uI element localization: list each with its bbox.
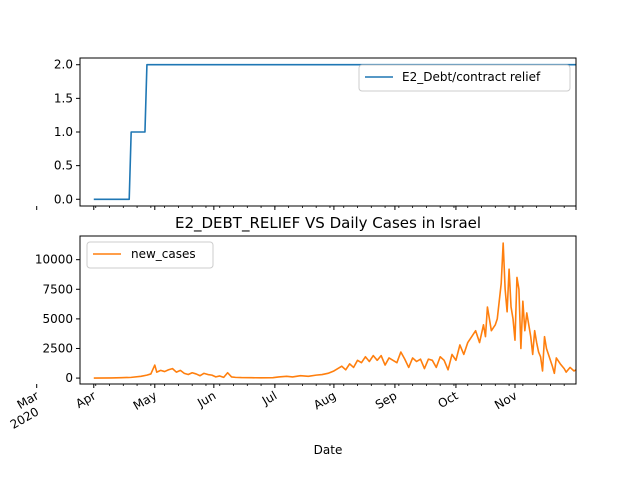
top-y-tick-label: 1.5	[54, 91, 73, 105]
bottom-legend: new_cases	[86, 241, 214, 269]
bottom-y-tick-label: 0	[65, 371, 73, 385]
x-tick-label: Jul	[259, 388, 279, 408]
top-y-ticks: 0.0 0.5 1.0 1.5 2.0	[54, 58, 80, 206]
top-legend-box	[358, 64, 571, 92]
top-legend-label: E2_Debt/contract relief	[402, 70, 541, 84]
top-y-tick-label: 0.0	[54, 192, 73, 206]
bottom-legend-label: new_cases	[131, 247, 196, 261]
x-axis-label: Date	[314, 443, 343, 457]
bottom-y-tick-label: 2500	[42, 341, 73, 355]
top-y-tick-label: 2.0	[54, 58, 73, 72]
bottom-y-ticks: 0 2500 5000 7500 10000	[35, 253, 80, 385]
top-x-minor-ticks	[36, 206, 577, 210]
bottom-y-tick-label: 7500	[42, 282, 73, 296]
top-y-tick-label: 1.0	[54, 125, 73, 139]
bottom-axes-frame	[79, 235, 577, 385]
bottom-y-tick-label: 10000	[35, 253, 73, 267]
chart-title: E2_DEBT_RELIEF VS Daily Cases in Israel	[175, 214, 481, 233]
top-legend: E2_Debt/contract relief	[358, 64, 571, 92]
bottom-legend-box	[86, 241, 214, 269]
top-series-line	[93, 63, 576, 201]
bottom-series-layer	[93, 242, 577, 379]
top-series-layer	[93, 63, 576, 201]
bottom-series-line	[93, 242, 577, 379]
top-subplot: 0.0 0.5 1.0 1.5 2.0 E2_Debt/contract relief	[36, 57, 577, 210]
top-y-tick-label: 0.5	[54, 159, 73, 173]
bottom-y-tick-label: 5000	[42, 312, 73, 326]
